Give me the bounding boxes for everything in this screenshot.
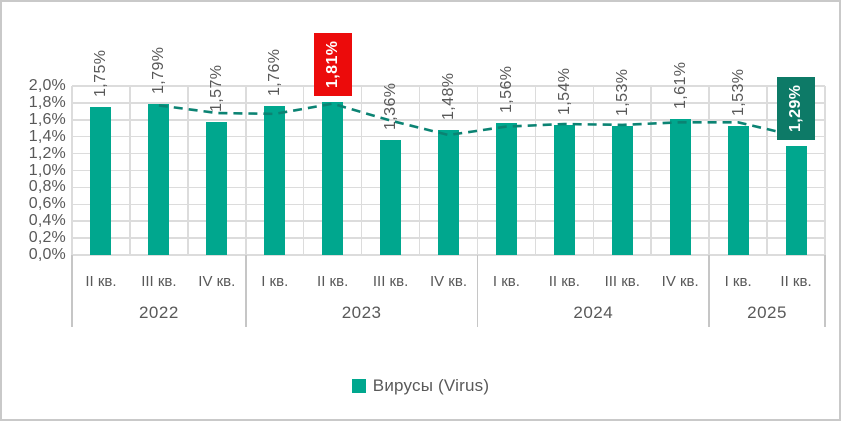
x-axis-group-separator xyxy=(708,255,710,327)
gridline-vertical xyxy=(418,86,421,255)
gridline-vertical xyxy=(245,86,247,255)
data-label-text: 1,53% xyxy=(613,68,631,116)
gridline-vertical xyxy=(534,86,537,255)
data-label-text: 1,54% xyxy=(555,67,573,115)
x-axis-quarter-label: IV кв. xyxy=(429,273,468,290)
bar-1,56% xyxy=(495,123,517,255)
legend-swatch-icon xyxy=(351,379,366,393)
gridline-vertical xyxy=(129,86,131,255)
bar-1,81% xyxy=(322,102,344,255)
x-axis-quarter-label: I кв. xyxy=(492,273,520,290)
y-axis-tick-label: 0,4% xyxy=(28,212,66,230)
x-axis-quarter-label: II кв. xyxy=(85,273,117,290)
y-axis-tick-label: 1,8% xyxy=(28,93,66,111)
x-axis-quarter-label: II кв. xyxy=(317,273,349,290)
gridline-horizontal xyxy=(72,85,825,87)
x-axis-quarter-label: I кв. xyxy=(724,273,752,290)
gridline-vertical xyxy=(708,86,710,255)
data-label-text: 1,76% xyxy=(266,48,284,97)
data-label-text: 1,48% xyxy=(440,72,457,120)
data-label-text: 1,57% xyxy=(208,64,226,113)
gridline-vertical xyxy=(650,86,652,255)
gridline-horizontal xyxy=(72,254,825,256)
gridline-vertical xyxy=(592,86,595,255)
y-axis-tick-label: 1,2% xyxy=(28,144,66,162)
gridline-vertical xyxy=(476,86,479,255)
x-axis-year-label: 2022 xyxy=(138,303,179,322)
data-label-text: 1,56% xyxy=(497,65,515,114)
y-axis-tick-label: 0,2% xyxy=(28,229,66,247)
x-axis-quarter-label: II кв. xyxy=(548,273,580,290)
bar-1,53% xyxy=(611,125,633,255)
gridline-vertical xyxy=(71,86,73,255)
y-axis-tick-label: 0,8% xyxy=(28,178,66,196)
bar-1,61% xyxy=(669,118,691,255)
legend: Вирусы (Virus) xyxy=(2,376,839,396)
gridline-vertical xyxy=(824,86,826,255)
bar-1,75% xyxy=(90,107,112,255)
x-axis-quarter-label: III кв. xyxy=(604,273,640,290)
y-axis-tick-label: 1,4% xyxy=(28,127,66,145)
gridline-vertical xyxy=(360,86,363,255)
x-axis-quarter-label: IV кв. xyxy=(661,273,699,290)
data-label-text: 1,61% xyxy=(671,61,689,109)
data-label-text: 1,53% xyxy=(729,68,747,116)
gridline-horizontal xyxy=(72,119,825,121)
bar-1,36% xyxy=(380,140,402,255)
bar-1,53% xyxy=(727,125,749,255)
x-axis-group-separator xyxy=(476,255,479,327)
gridline-horizontal xyxy=(72,102,825,104)
data-label-text: 1,75% xyxy=(92,49,110,98)
bar-1,76% xyxy=(264,106,286,255)
bar-1,54% xyxy=(553,124,575,255)
x-axis-year-label: 2024 xyxy=(573,303,614,322)
y-axis-tick-label: 1,6% xyxy=(28,110,66,128)
x-axis-quarter-label: I кв. xyxy=(261,273,289,290)
bar-1,48% xyxy=(438,129,459,255)
x-axis-year-label: 2023 xyxy=(341,303,382,322)
bar-1,29% xyxy=(785,145,807,255)
data-label-text: 1,81% xyxy=(313,32,352,97)
gridline-vertical xyxy=(302,86,305,255)
y-axis-tick-label: 1,0% xyxy=(28,161,66,179)
data-label-text: 1,36% xyxy=(382,82,400,131)
x-axis-group-separator xyxy=(245,255,247,327)
data-label-text: 1,29% xyxy=(777,76,816,140)
bar-1,57% xyxy=(206,122,228,255)
x-axis-quarter-label: IV кв. xyxy=(198,273,236,290)
x-axis-group-separator xyxy=(71,255,73,327)
gridline-vertical xyxy=(766,86,768,255)
y-axis-tick-label: 2,0% xyxy=(28,77,66,94)
bar-1,79% xyxy=(148,103,170,255)
y-axis-tick-label: 0,6% xyxy=(28,195,66,213)
data-label-text: 1,79% xyxy=(150,46,168,94)
x-axis-quarter-label: III кв. xyxy=(141,273,177,290)
x-axis-group-separator xyxy=(824,255,826,327)
y-axis-tick-label: 0,0% xyxy=(28,246,66,263)
x-axis-quarter-label: II кв. xyxy=(780,273,812,290)
x-axis-quarter-label: III кв. xyxy=(372,273,409,290)
gridline-vertical xyxy=(187,86,189,255)
legend-label: Вирусы (Virus) xyxy=(372,376,490,395)
x-axis-year-label: 2025 xyxy=(747,303,787,322)
